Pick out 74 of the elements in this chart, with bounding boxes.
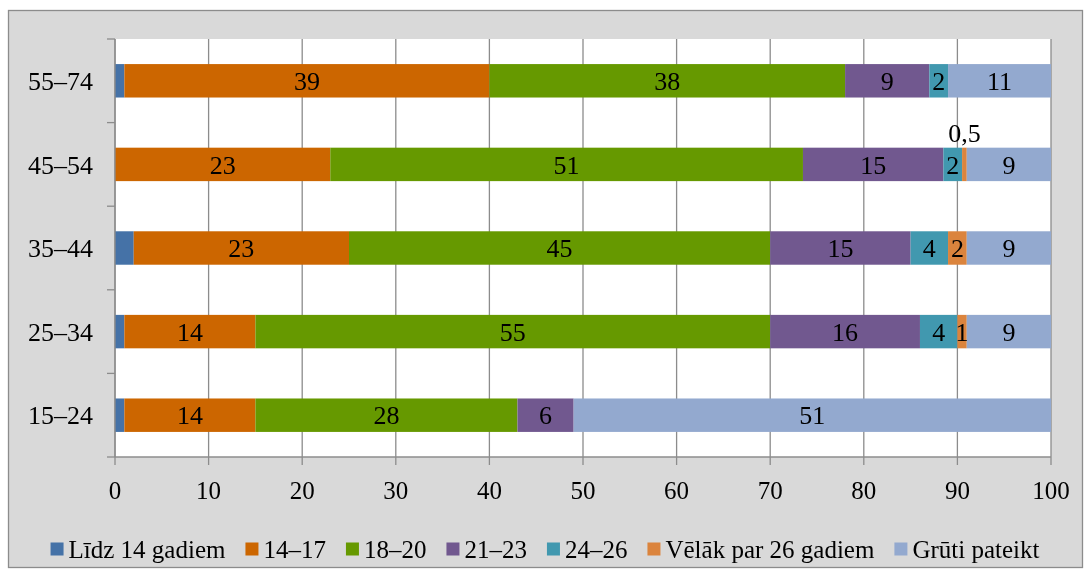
data-label: 2 — [932, 66, 946, 96]
bar — [948, 64, 1051, 98]
bar — [573, 398, 1051, 432]
data-label: 51 — [799, 401, 826, 431]
y-tick-label: 35–44 — [28, 234, 93, 264]
bar — [124, 64, 490, 98]
legend-label: 21–23 — [464, 535, 527, 563]
bar — [910, 231, 949, 265]
data-label: 9 — [880, 66, 894, 96]
x-tick-label: 70 — [757, 476, 783, 504]
data-label: 38 — [654, 66, 681, 96]
data-label: 45 — [546, 234, 573, 264]
legend-label: Vēlāk par 26 gadiem — [665, 535, 875, 563]
bar — [845, 64, 930, 98]
bar — [770, 231, 911, 265]
legend-label: Grūti pateikt — [912, 535, 1040, 563]
x-tick-label: 60 — [664, 476, 690, 504]
data-label: 4 — [932, 317, 946, 347]
data-label: 15 — [827, 234, 854, 264]
bar — [919, 314, 958, 349]
legend-label: Līdz 14 gadiem — [68, 535, 226, 563]
x-tick-label: 10 — [196, 476, 222, 504]
data-label: 1 — [955, 317, 969, 347]
bar — [966, 314, 1051, 349]
data-label: 11 — [987, 66, 1013, 96]
y-tick-label: 55–74 — [28, 66, 93, 96]
x-tick-label: 30 — [383, 476, 409, 504]
bar — [349, 231, 771, 265]
x-tick-label: 40 — [476, 476, 502, 504]
x-tick-label: 100 — [1032, 476, 1070, 504]
bar — [962, 147, 967, 182]
bar — [966, 231, 1051, 265]
bar — [124, 398, 256, 432]
bar — [133, 231, 349, 265]
bar — [802, 147, 944, 182]
legend-label: 18–20 — [363, 535, 427, 563]
data-label: 55 — [499, 317, 526, 347]
data-label: 9 — [1002, 317, 1016, 347]
legend-label: 24–26 — [564, 535, 628, 563]
data-label: 15 — [860, 150, 887, 180]
y-tick-label: 25–34 — [28, 317, 93, 347]
x-tick-label: 0 — [108, 476, 122, 504]
data-label: 2 — [946, 150, 960, 180]
legend-label: 14–17 — [263, 535, 326, 563]
y-tick-label: 45–54 — [28, 150, 93, 180]
bar — [255, 314, 771, 349]
bar — [517, 398, 574, 432]
data-label: 2 — [950, 234, 964, 264]
data-label: 51 — [553, 150, 580, 180]
y-tick-label: 15–24 — [28, 401, 93, 431]
x-tick-label: 80 — [851, 476, 877, 504]
data-label: 39 — [293, 66, 320, 96]
data-label: 0,5 — [948, 118, 981, 148]
data-label: 14 — [176, 317, 203, 347]
bar — [966, 147, 1051, 182]
x-tick-label: 90 — [944, 476, 970, 504]
data-label: 4 — [922, 234, 936, 264]
data-label: 9 — [1002, 234, 1016, 264]
x-tick-label: 20 — [289, 476, 315, 504]
data-label: 23 — [228, 234, 255, 264]
data-label: 28 — [373, 401, 400, 431]
bar — [770, 314, 920, 349]
data-label: 16 — [832, 317, 859, 347]
bar — [115, 147, 331, 182]
data-label: 9 — [1002, 150, 1016, 180]
bar — [330, 147, 803, 182]
bar — [255, 398, 518, 432]
bar — [489, 64, 846, 98]
data-label: 6 — [539, 401, 553, 431]
data-label: 14 — [176, 401, 203, 431]
bar — [124, 314, 256, 349]
x-tick-label: 50 — [570, 476, 596, 504]
data-label: 23 — [209, 150, 236, 180]
bar — [115, 231, 134, 265]
